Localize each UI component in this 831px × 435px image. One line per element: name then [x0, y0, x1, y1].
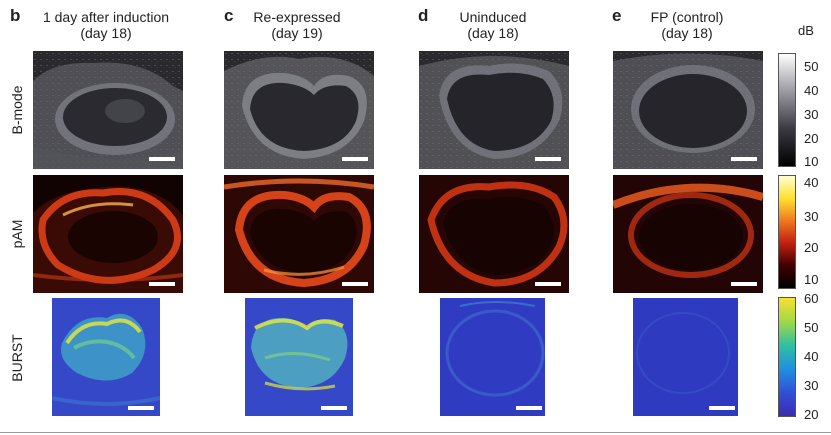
- pam-image-e: [613, 175, 763, 293]
- bmode-colorbar: [778, 53, 796, 167]
- scale-bar: [535, 282, 561, 286]
- column-title-d: Uninduced (day 18): [403, 9, 583, 41]
- title-line1: FP (control): [650, 9, 724, 25]
- row-label-bmode: B-mode: [9, 85, 25, 135]
- pam-colorbar: [778, 175, 796, 289]
- burst-image-d: [440, 298, 545, 416]
- burst-tick: 40: [804, 349, 819, 364]
- scale-bar: [535, 157, 561, 161]
- bmode-image-c: [224, 51, 374, 169]
- title-line1: Re-expressed: [253, 9, 341, 25]
- bmode-tick: 30: [804, 107, 819, 122]
- title-line1: 1 day after induction: [42, 9, 170, 25]
- burst-image-c: [245, 298, 353, 416]
- bmode-image-b: [33, 51, 183, 169]
- pam-tick: 30: [804, 209, 819, 224]
- pam-tick: 40: [804, 175, 819, 190]
- pam-image-c: [224, 175, 374, 293]
- column-title-b: 1 day after induction (day 18): [16, 9, 196, 41]
- panel-letter-b: b: [10, 6, 21, 25]
- burst-image-e: [633, 298, 738, 416]
- bmode-tick: 40: [804, 83, 819, 98]
- bmode-image-d: [419, 51, 569, 169]
- burst-tick: 50: [804, 320, 819, 335]
- scale-bar: [731, 157, 757, 161]
- scale-bar: [516, 406, 542, 410]
- scale-bar: [342, 157, 368, 161]
- burst-colorbar: [778, 297, 796, 417]
- burst-tick: 30: [804, 378, 819, 393]
- panel-letter-e: e: [612, 6, 622, 25]
- column-title-c: Re-expressed (day 19): [207, 9, 387, 41]
- row-label-pam: pAM: [9, 219, 25, 249]
- title-line2: (day 18): [80, 25, 132, 41]
- scale-bar: [731, 282, 757, 286]
- panel-letter-d: d: [418, 6, 429, 25]
- panel-letter-c: c: [224, 6, 234, 25]
- title-line2: (day 18): [467, 25, 519, 41]
- pam-image-d: [419, 175, 569, 293]
- row-label-burst: BURST: [9, 334, 25, 382]
- bmode-image-e: [613, 51, 763, 169]
- burst-tick: 60: [804, 291, 819, 306]
- burst-tick: 20: [804, 407, 819, 422]
- pam-tick: 10: [804, 272, 819, 287]
- pam-tick: 20: [804, 240, 819, 255]
- colorbar-unit-label: dB: [798, 23, 814, 38]
- bmode-tick: 20: [804, 131, 819, 146]
- scale-bar: [149, 157, 175, 161]
- scale-bar: [342, 282, 368, 286]
- scale-bar: [128, 406, 154, 410]
- bmode-tick: 50: [804, 59, 819, 74]
- bottom-rule: [0, 432, 831, 433]
- bmode-tick: 10: [804, 154, 819, 169]
- title-line2: (day 18): [661, 25, 713, 41]
- title-line1: Uninduced: [459, 9, 527, 25]
- scale-bar: [709, 406, 735, 410]
- scale-bar: [321, 406, 347, 410]
- pam-image-b: [33, 175, 183, 293]
- column-title-e: FP (control) (day 18): [597, 9, 777, 41]
- title-line2: (day 19): [271, 25, 323, 41]
- burst-image-b: [52, 298, 160, 416]
- scale-bar: [149, 282, 175, 286]
